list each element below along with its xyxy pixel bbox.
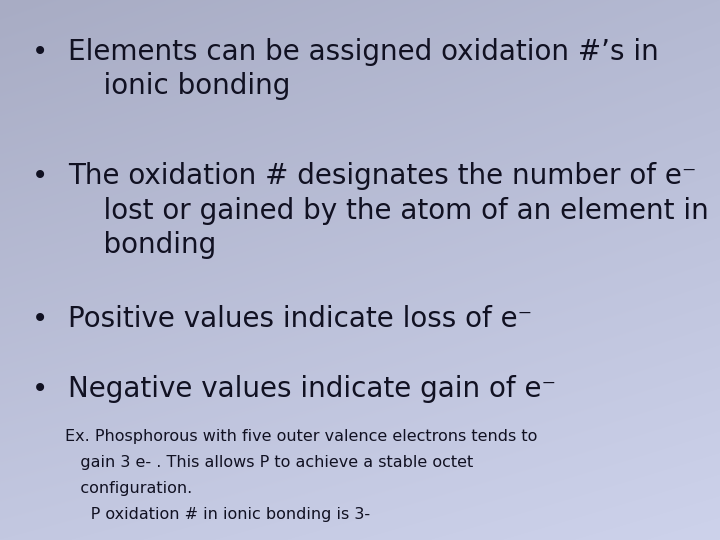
Text: Elements can be assigned oxidation #’s in
    ionic bonding: Elements can be assigned oxidation #’s i… bbox=[68, 38, 659, 100]
Text: Ex. Phosphorous with five outer valence electrons tends to: Ex. Phosphorous with five outer valence … bbox=[65, 429, 537, 444]
Text: Negative values indicate gain of e⁻: Negative values indicate gain of e⁻ bbox=[68, 375, 557, 403]
Text: The oxidation # designates the number of e⁻
    lost or gained by the atom of an: The oxidation # designates the number of… bbox=[68, 162, 709, 259]
Text: •: • bbox=[32, 38, 48, 66]
Text: •: • bbox=[32, 305, 48, 333]
Text: •: • bbox=[32, 375, 48, 403]
Text: •: • bbox=[32, 162, 48, 190]
Text: gain 3 e- . This allows P to achieve a stable octet: gain 3 e- . This allows P to achieve a s… bbox=[65, 455, 473, 470]
Text: configuration.: configuration. bbox=[65, 481, 192, 496]
Text: Positive values indicate loss of e⁻: Positive values indicate loss of e⁻ bbox=[68, 305, 533, 333]
Text: P oxidation # in ionic bonding is 3-: P oxidation # in ionic bonding is 3- bbox=[65, 507, 370, 522]
